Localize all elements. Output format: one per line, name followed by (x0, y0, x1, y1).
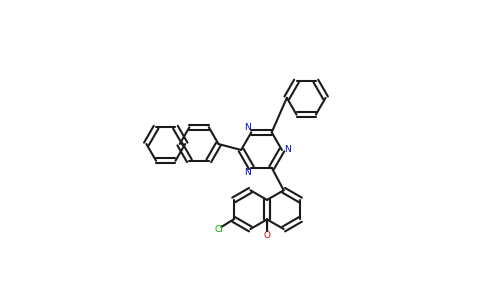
Text: N: N (244, 123, 251, 132)
Text: N: N (284, 146, 291, 154)
Text: O: O (263, 231, 271, 240)
Text: N: N (244, 168, 251, 177)
Text: Cl: Cl (214, 225, 223, 234)
